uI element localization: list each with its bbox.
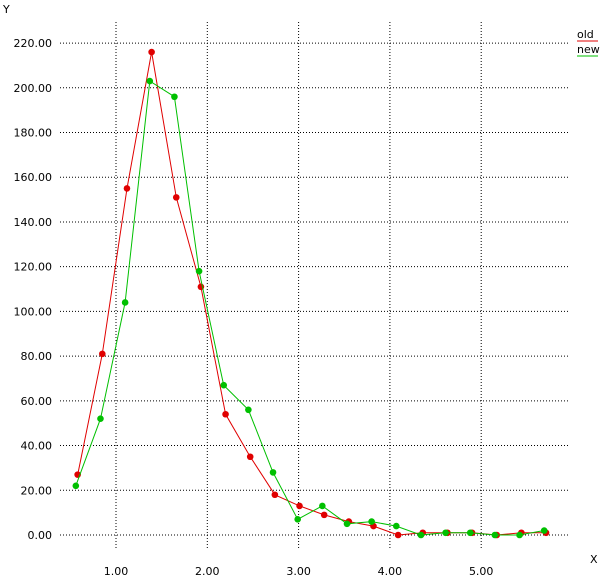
y-tick-label: 0.00 xyxy=(28,529,53,542)
y-tick-label: 20.00 xyxy=(21,484,53,497)
y-tick-label: 120.00 xyxy=(14,261,53,274)
x-tick-label: 1.00 xyxy=(104,565,129,578)
y-tick-label: 180.00 xyxy=(14,127,53,140)
data-point-old xyxy=(320,511,328,519)
y-tick-label: 60.00 xyxy=(21,395,53,408)
data-point-new xyxy=(466,529,474,537)
x-tick-label: 5.00 xyxy=(469,565,494,578)
y-tick-label: 40.00 xyxy=(21,440,53,453)
data-point-new xyxy=(97,415,104,423)
data-point-old xyxy=(123,185,131,192)
x-tick-label: 3.00 xyxy=(286,565,311,578)
data-point-new xyxy=(294,516,301,523)
series-new xyxy=(72,77,548,539)
data-point-new xyxy=(195,267,203,275)
data-point-new xyxy=(269,469,277,476)
data-point-new xyxy=(392,522,400,530)
y-tick-label: 80.00 xyxy=(21,350,53,363)
data-point-new xyxy=(491,531,499,539)
x-tick-label: 2.00 xyxy=(195,565,220,578)
x-axis-title: X xyxy=(590,553,598,566)
data-point-new xyxy=(516,531,523,539)
y-tick-label: 100.00 xyxy=(14,305,53,318)
data-point-new xyxy=(417,531,425,539)
series-line-new xyxy=(75,80,545,536)
y-axis-title: Y xyxy=(2,3,10,16)
data-point-new xyxy=(245,406,252,414)
y-tick-labels: 0.00 20.00 40.00 60.00 80.00 100.00 120.00 140.… xyxy=(14,37,53,542)
data-point-new xyxy=(220,381,228,389)
data-point-new xyxy=(146,77,154,85)
y-tick-label: 140.00 xyxy=(14,216,53,229)
data-point-old xyxy=(271,491,279,499)
legend-label-old: old xyxy=(577,28,594,41)
data-point-new xyxy=(368,518,375,525)
data-point-new xyxy=(121,299,129,306)
data-point-old xyxy=(172,194,180,201)
grid-lines xyxy=(60,22,570,548)
series-line-old xyxy=(77,51,546,536)
data-point-new xyxy=(540,527,548,534)
legend-label-new: new xyxy=(577,43,600,56)
data-point-old xyxy=(246,453,254,461)
legend: old new xyxy=(577,28,600,57)
data-point-old xyxy=(296,502,303,510)
data-point-old xyxy=(99,350,106,358)
data-point-new xyxy=(319,502,326,510)
data-point-old xyxy=(222,410,229,418)
series-layer xyxy=(72,48,550,539)
data-point-new xyxy=(442,529,449,537)
x-tick-labels: 1.00 2.00 3.00 4.00 5.00 xyxy=(104,565,494,578)
x-tick-label: 4.00 xyxy=(378,565,403,578)
data-point-new xyxy=(72,482,80,490)
y-tick-label: 220.00 xyxy=(14,37,53,50)
y-tick-label: 160.00 xyxy=(14,171,53,184)
data-point-new xyxy=(171,93,178,101)
y-tick-label: 200.00 xyxy=(14,82,53,95)
data-point-old xyxy=(148,48,155,56)
data-point-old xyxy=(394,531,402,539)
data-point-new xyxy=(343,520,351,528)
